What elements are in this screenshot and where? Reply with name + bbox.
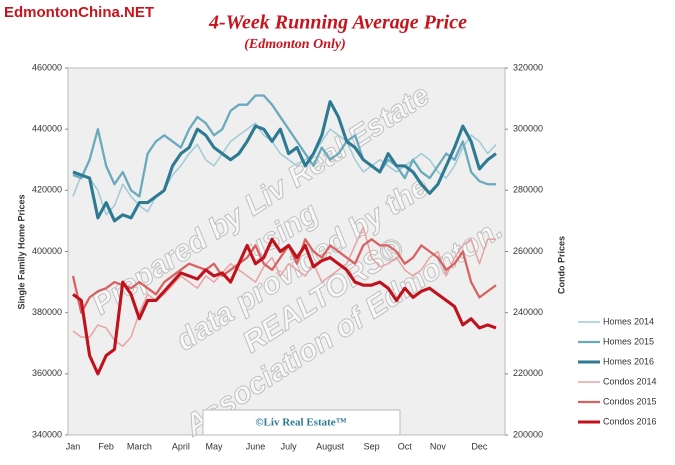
series-line [72, 122, 497, 216]
x-tick-label: Sep [364, 441, 380, 451]
x-tick-label: April [172, 441, 190, 451]
y-tick-label: 400000 [32, 246, 62, 256]
x-tick-label: July [281, 441, 298, 451]
x-tick-label: August [316, 441, 345, 451]
x-tick-label: Nov [430, 441, 447, 451]
series-line [72, 94, 496, 198]
legend-label: Condos 2016 [603, 416, 657, 426]
legend-label: Condos 2015 [603, 396, 657, 406]
x-tick-label: Dec [471, 441, 488, 451]
legend-label: Homes 2016 [603, 356, 654, 366]
y2-tick-label: 220000 [513, 368, 543, 378]
y2-tick-label: 260000 [513, 246, 543, 256]
legend-label: Condos 2014 [603, 376, 657, 386]
y-tick-label: 440000 [32, 124, 62, 134]
series-line [72, 100, 497, 223]
y-axis-label: Single Family Home Prices [16, 194, 26, 309]
x-tick-label: Oct [398, 441, 413, 451]
plot-area [67, 67, 506, 436]
y-tick-label: 380000 [32, 307, 62, 317]
x-tick-label: Feb [98, 441, 114, 451]
footer-text: ©Liv Real Estate™ [255, 417, 346, 429]
y-tick-label: 340000 [32, 429, 62, 439]
footer-box [202, 409, 401, 436]
y2-tick-label: 200000 [513, 429, 543, 439]
y2-tick-label: 240000 [513, 307, 543, 317]
y2-tick-label: 280000 [513, 185, 543, 195]
site-label: EdmontonChina.NET [4, 4, 154, 21]
series-line [72, 237, 497, 376]
series-line [71, 238, 497, 314]
y2-axis-label: Condo Prices [556, 236, 566, 294]
y-tick-label: 420000 [32, 185, 62, 195]
y-tick-label: 360000 [32, 368, 62, 378]
chart-subtitle: (Edmonton Only) [244, 37, 346, 52]
x-tick-label: May [205, 441, 223, 451]
x-tick-label: June [246, 441, 266, 451]
legend-label: Homes 2014 [603, 316, 654, 326]
x-tick-label: March [127, 441, 152, 451]
series-line [72, 226, 496, 348]
legend-label: Homes 2015 [603, 336, 654, 346]
chart-title: 4-Week Running Average Price [208, 12, 467, 34]
y2-tick-label: 300000 [513, 124, 543, 134]
y-tick-label: 460000 [32, 62, 62, 72]
x-tick-label: Jan [66, 441, 81, 451]
y2-tick-label: 320000 [513, 62, 543, 72]
